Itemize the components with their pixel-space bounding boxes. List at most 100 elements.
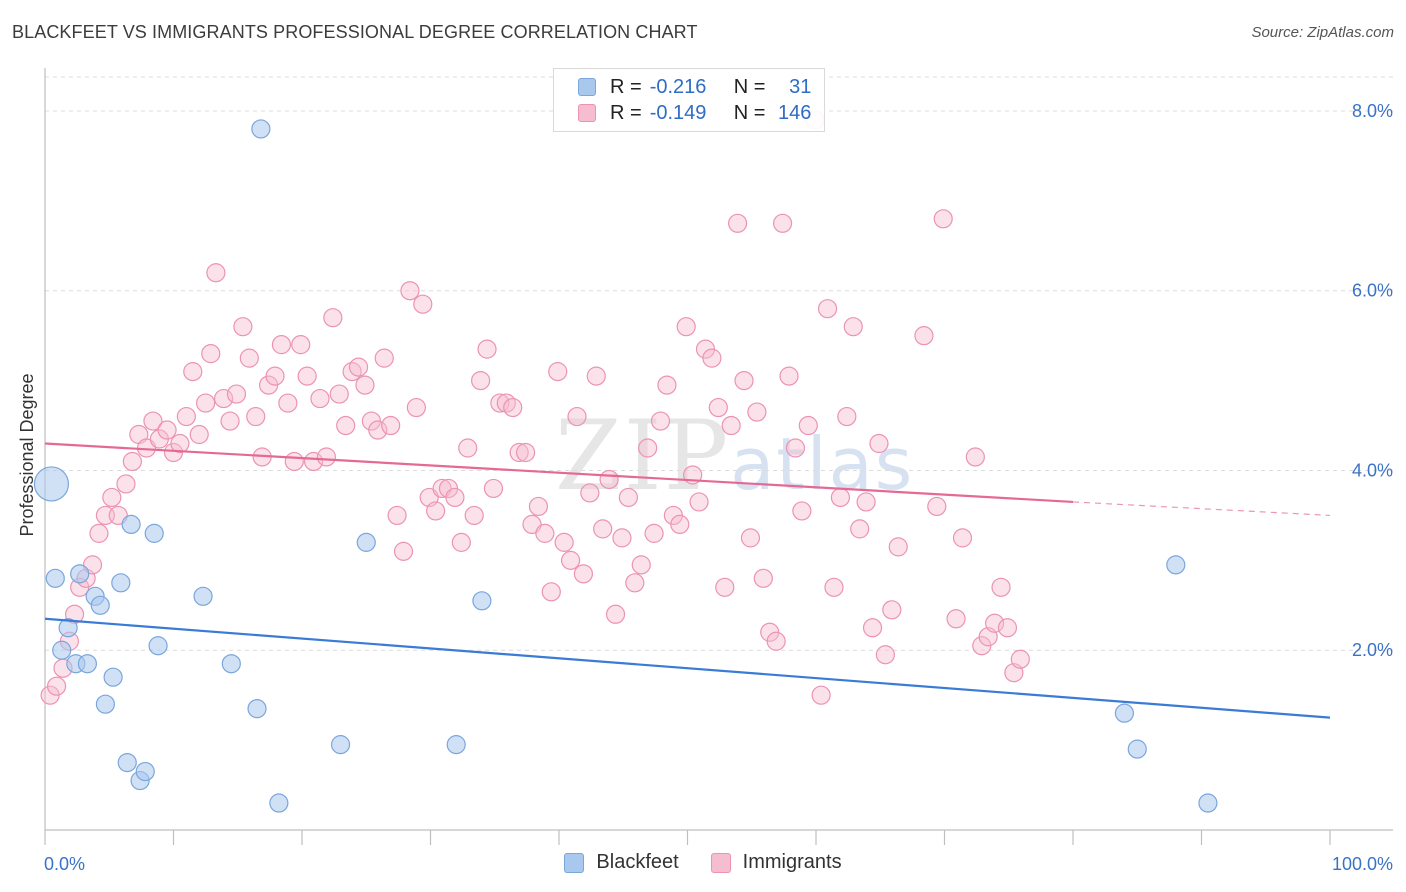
point-immigrants: [702, 348, 722, 368]
point-immigrants: [336, 415, 356, 436]
legend-row-blackfeet: R = -0.216 N = 31: [578, 75, 811, 99]
point-immigrants: [625, 573, 645, 593]
point-immigrants: [348, 357, 369, 377]
point-blackfeet: [52, 640, 72, 660]
point-immigrants: [734, 370, 754, 391]
point-immigrants: [837, 406, 857, 427]
legend-swatch-immigrants: [578, 104, 596, 122]
point-immigrants: [747, 402, 767, 422]
point-immigrants: [830, 487, 851, 508]
legend-r-label: R =: [610, 101, 642, 124]
point-immigrants: [368, 420, 388, 440]
point-immigrants: [560, 550, 581, 570]
point-immigrants: [355, 375, 375, 395]
point-immigrants: [413, 294, 433, 314]
point-immigrants: [122, 451, 142, 472]
point-immigrants: [817, 299, 838, 319]
point-immigrants: [189, 424, 209, 445]
point-immigrants: [811, 685, 831, 705]
point-immigrants: [278, 393, 298, 413]
point-immigrants: [116, 474, 136, 494]
x-tick-label: 100.0%: [1332, 854, 1393, 874]
point-immigrants: [406, 397, 426, 418]
point-immigrants: [458, 438, 478, 458]
point-immigrants: [946, 609, 966, 629]
y-tick-label: 8.0%: [1352, 101, 1393, 121]
point-immigrants: [856, 492, 876, 512]
point-immigrants: [239, 348, 259, 368]
point-immigrants: [824, 577, 844, 597]
point-blackfeet: [117, 752, 137, 773]
point-immigrants: [721, 415, 741, 436]
legend-row-immigrants: R = -0.149 N = 146: [578, 101, 811, 125]
legend-r-label: R =: [610, 75, 642, 98]
point-immigrants: [798, 415, 818, 436]
point-immigrants: [676, 317, 696, 337]
point-immigrants: [567, 406, 587, 427]
point-immigrants: [176, 406, 196, 427]
y-tick-label: 4.0%: [1352, 460, 1393, 480]
point-immigrants: [515, 442, 536, 463]
point-blackfeet: [148, 636, 168, 656]
point-blackfeet: [70, 564, 90, 584]
point-immigrants: [753, 568, 773, 588]
point-blackfeet: [144, 523, 164, 543]
point-immigrants: [985, 613, 1005, 633]
point-blackfeet: [1114, 703, 1135, 723]
point-immigrants: [214, 388, 234, 409]
correlation-legend: R = -0.216 N = 31 R = -0.149 N = 146: [553, 68, 825, 132]
point-immigrants: [316, 447, 337, 467]
legend-r-value: -0.149: [649, 101, 707, 124]
point-blackfeet: [135, 761, 155, 782]
point-immigrants: [503, 397, 523, 418]
point-immigrants: [689, 492, 709, 512]
series-legend-blackfeet[interactable]: Blackfeet: [564, 851, 679, 874]
point-immigrants: [102, 487, 122, 508]
point-immigrants: [220, 411, 240, 431]
point-immigrants: [310, 388, 330, 409]
y-tick-label: 2.0%: [1352, 640, 1393, 660]
point-blackfeet: [103, 667, 123, 687]
legend-n-value: 146: [778, 101, 812, 124]
point-immigrants: [605, 604, 626, 624]
point-immigrants: [471, 370, 491, 391]
y-tick-label: 6.0%: [1352, 281, 1393, 301]
point-immigrants: [329, 384, 349, 404]
point-immigrants: [785, 438, 806, 458]
source-credit: Source: ZipAtlas.com: [1251, 24, 1394, 41]
point-immigrants: [548, 362, 568, 382]
point-immigrants: [650, 411, 671, 431]
point-immigrants: [426, 501, 446, 521]
point-immigrants: [869, 433, 889, 454]
point-immigrants: [862, 618, 883, 638]
point-blackfeet: [121, 514, 141, 535]
series-legend-immigrants[interactable]: Immigrants: [710, 851, 842, 874]
point-blackfeet: [111, 573, 131, 593]
point-immigrants: [728, 213, 748, 233]
point-immigrants: [535, 523, 555, 543]
point-immigrants: [477, 339, 497, 359]
point-immigrants: [933, 209, 953, 229]
point-immigrants: [875, 645, 895, 665]
point-immigrants: [952, 528, 973, 548]
point-immigrants: [638, 438, 658, 458]
point-immigrants: [323, 308, 343, 328]
point-immigrants: [541, 582, 561, 602]
point-immigrants: [451, 532, 471, 552]
point-blackfeet: [193, 586, 213, 606]
point-immigrants: [297, 366, 317, 386]
point-blackfeet: [356, 532, 376, 552]
point-immigrants: [490, 393, 510, 413]
point-immigrants: [271, 335, 292, 355]
point-immigrants: [573, 564, 594, 584]
series-legend: Blackfeet Immigrants: [0, 851, 1406, 874]
chart-title: BLACKFEET VS IMMIGRANTS PROFESSIONAL DEG…: [12, 22, 698, 42]
point-immigrants: [46, 676, 67, 696]
point-blackfeet: [90, 595, 110, 615]
point-immigrants: [143, 411, 163, 431]
point-blackfeet: [269, 793, 289, 813]
point-immigrants: [226, 384, 247, 404]
point-immigrants: [766, 631, 786, 651]
point-immigrants: [882, 600, 902, 620]
point-immigrants: [89, 523, 109, 543]
